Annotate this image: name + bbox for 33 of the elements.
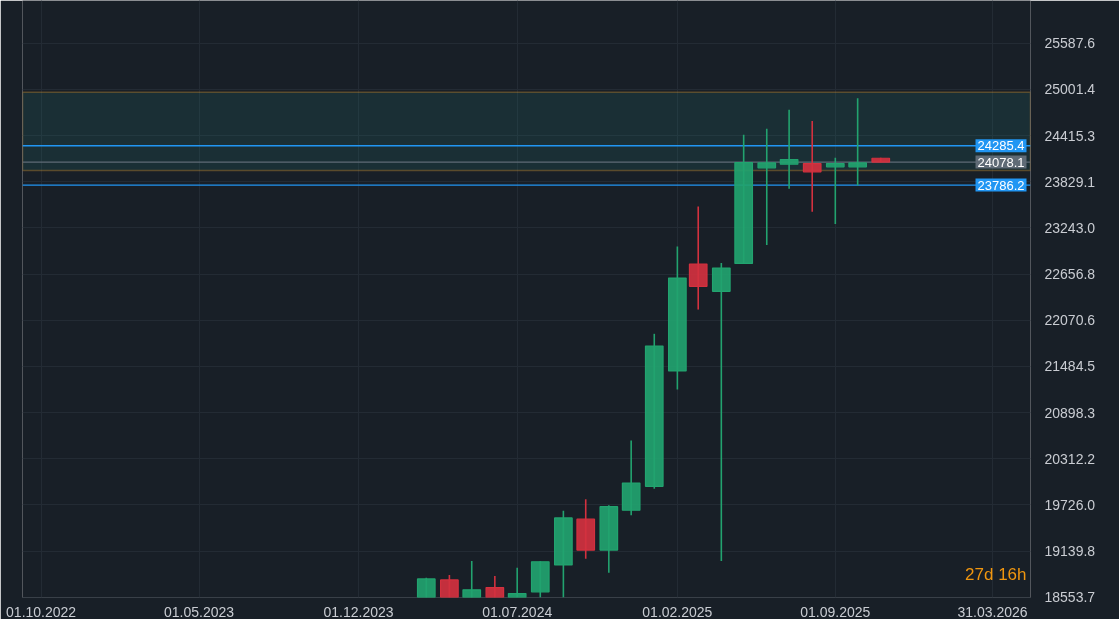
x-tick-label: 01.12.2023	[323, 603, 394, 619]
y-tick-label: 22656.8	[1044, 266, 1096, 283]
x-tick-label: 31.03.2026	[957, 603, 1028, 619]
annotation: 27d 16h	[965, 564, 1027, 584]
x-tick-label: 01.02.2025	[642, 603, 713, 619]
y-tick-label: 23243.0	[1044, 219, 1096, 236]
y-tick-label: 22070.6	[1044, 312, 1096, 329]
y-tick-label: 25001.4	[1044, 81, 1096, 98]
y-tick-label: 20898.3	[1044, 404, 1096, 421]
candlestick	[779, 109, 799, 190]
y-tick-label: 18553.7	[1044, 589, 1096, 606]
y-tick-label: 23829.1	[1044, 173, 1096, 190]
ref-line-label: 24078.1	[977, 154, 1025, 170]
x-tick-label: 01.10.2022	[6, 603, 77, 619]
candlestick	[825, 157, 845, 225]
y-tick-label: 19726.0	[1044, 496, 1096, 513]
ref-line-label: 23786.2	[977, 177, 1025, 193]
candlestick	[507, 566, 527, 598]
y-tick-label: 19139.8	[1044, 543, 1096, 560]
y-tick-label: 24415.3	[1044, 127, 1096, 144]
candlestick	[757, 127, 777, 246]
candlestick	[711, 262, 731, 562]
candlestick	[802, 120, 822, 213]
x-tick-label: 01.09.2025	[800, 603, 871, 619]
x-tick-label: 01.05.2023	[164, 603, 235, 619]
ref-line-label: 24285.4	[977, 138, 1025, 154]
candlestick	[462, 560, 482, 598]
y-tick-label: 25587.6	[1044, 35, 1096, 52]
x-tick-label: 01.07.2024	[482, 603, 553, 619]
y-tick-label: 20312.2	[1044, 450, 1096, 467]
y-tick-label: 21484.5	[1044, 358, 1096, 375]
candlestick	[848, 97, 868, 187]
candlestick	[688, 205, 708, 311]
